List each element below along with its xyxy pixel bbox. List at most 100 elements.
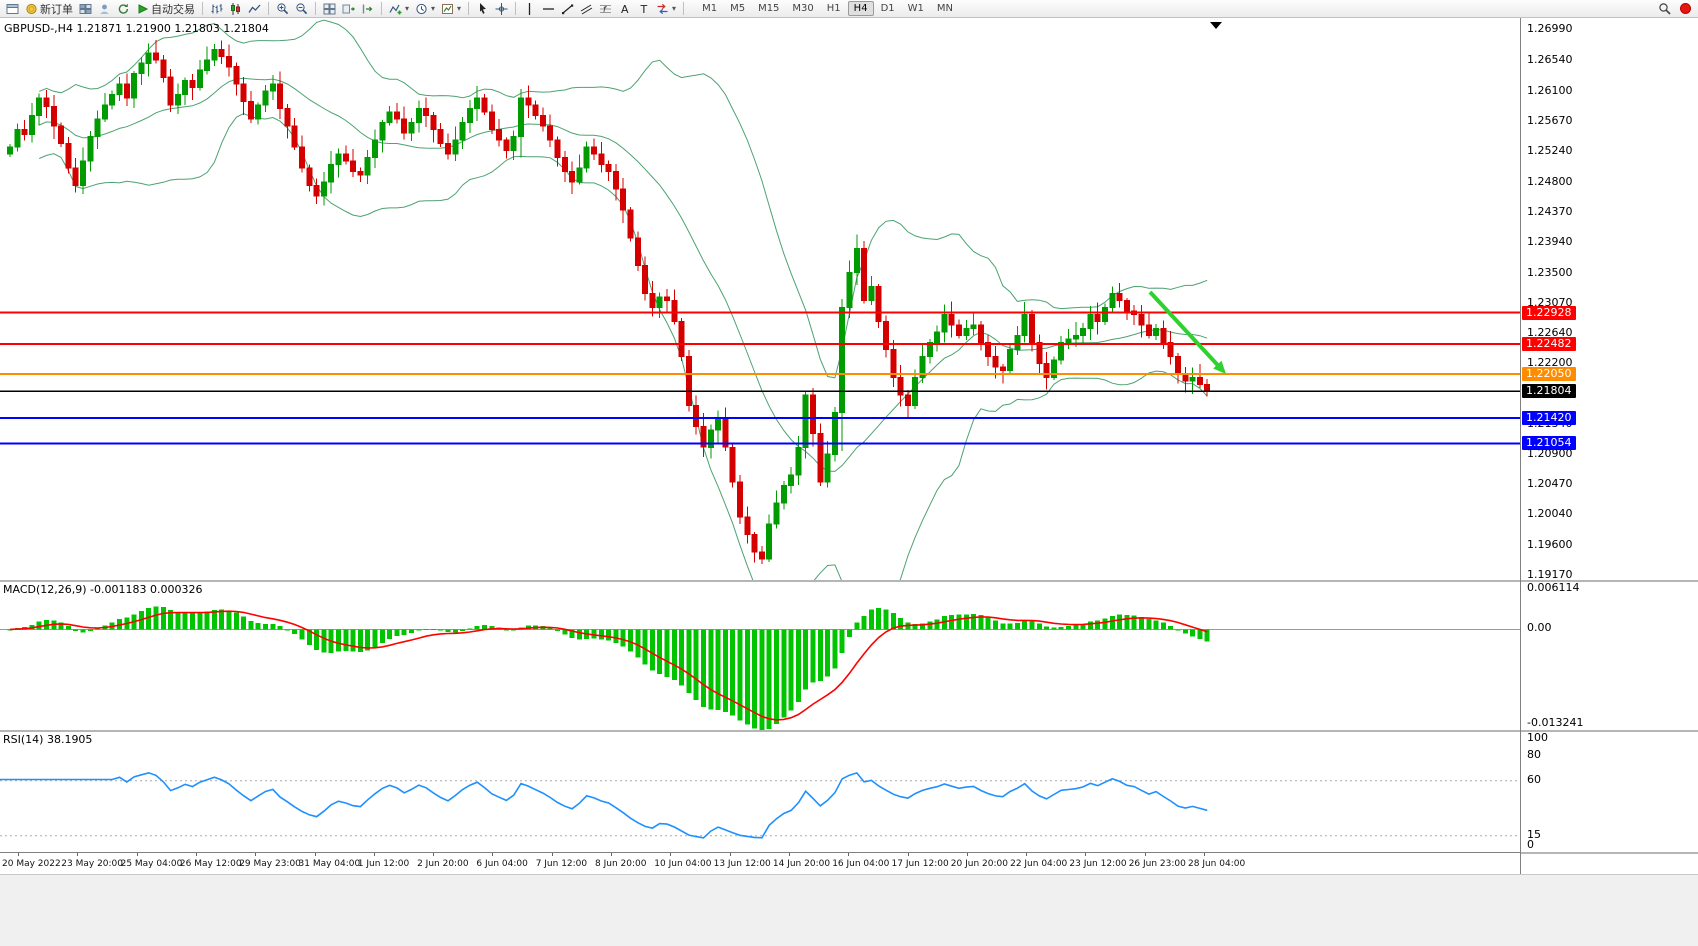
price-tick-label: 1.22640 (1527, 326, 1573, 339)
price-tick-label: 1.19600 (1527, 538, 1573, 551)
time-axis-label: 6 Jun 04:00 (476, 859, 528, 869)
trend-arrow-annotation[interactable] (1148, 290, 1226, 374)
price-scale: 1.26990 1.26540 1.26100 1.25670 1.25240 1.248… (1520, 18, 1698, 874)
text-icon[interactable]: A (615, 1, 634, 17)
time-axis-label: 22 Jun 04:00 (1010, 859, 1068, 869)
toolbar-separator (268, 2, 269, 15)
price-tick-label: 1.24370 (1527, 205, 1573, 218)
tile-windows-icon[interactable] (320, 1, 339, 17)
new-order-button[interactable]: 新订单 (22, 1, 76, 17)
vline-glyph (528, 2, 531, 15)
vertical-line-icon[interactable] (520, 1, 539, 17)
toolbar-separator (381, 2, 382, 15)
price-tick-label: 1.26990 (1527, 22, 1573, 35)
play-glyph (138, 3, 149, 14)
bottom-spacer (0, 874, 1698, 946)
timeframe-m1-button[interactable]: M1 (702, 3, 718, 14)
rsi-indicator-panel[interactable] (0, 730, 1520, 852)
timeframe-mn-button[interactable]: MN (936, 3, 953, 14)
periods-icon[interactable]: ▾ (412, 1, 438, 17)
bar-chart-mode-icon[interactable] (207, 1, 226, 17)
auto-scroll-icon[interactable] (339, 1, 358, 17)
symbol-timeframe-label: GBPUSD-,H4 (4, 22, 73, 35)
cursor-icon[interactable] (473, 1, 492, 17)
time-axis-tick (18, 853, 19, 856)
price-tick-label: 1.22200 (1527, 356, 1573, 369)
new-chart-icon[interactable] (3, 1, 22, 17)
candles-layer (7, 40, 1211, 564)
time-axis-tick (195, 853, 197, 856)
candlestick-mode-icon[interactable] (226, 1, 245, 17)
label-icon[interactable]: T (634, 1, 653, 17)
labelT-glyph: T (640, 3, 648, 16)
fibonacci-icon[interactable]: f (596, 1, 615, 17)
zoom-in-icon[interactable] (273, 1, 292, 17)
search-icon[interactable] (1655, 1, 1674, 17)
dropdown-arrow-icon[interactable]: ▾ (405, 4, 410, 13)
bollinger-bands (39, 19, 1208, 580)
equidistant-channel-icon[interactable] (577, 1, 596, 17)
indicators-icon[interactable]: ▾ (386, 1, 412, 17)
template-glyph (442, 3, 454, 14)
toolbar-separator (315, 2, 316, 15)
time-axis-tick (1026, 853, 1028, 856)
time-axis-tick (77, 853, 79, 856)
notification-badge[interactable] (1680, 3, 1691, 14)
current-price-tag: 1.21804 (1522, 384, 1576, 398)
window-glyph (6, 3, 19, 14)
autotrading-button[interactable]: 自动交易 (133, 1, 198, 17)
zoom-out-icon[interactable] (292, 1, 311, 17)
channel-glyph (580, 4, 593, 14)
crosshair-icon[interactable] (492, 1, 511, 17)
autoscroll-glyph (342, 4, 355, 13)
toolbar: 新订单 自动交易 ▾ ▾ ▾ f A T ▾ M1 M5 M15 M30 H1 H4 D1 W1 MN (0, 0, 1698, 18)
charts-grid-icon[interactable] (76, 1, 95, 17)
toolbar-separator (515, 2, 517, 15)
tile-glyph (323, 3, 336, 14)
horizontal-line-icon[interactable] (539, 1, 558, 17)
line-chart-mode-icon[interactable] (245, 1, 264, 17)
chart-shift-icon[interactable] (358, 1, 377, 17)
price-tick-label: 1.26100 (1527, 84, 1573, 97)
refresh-icon[interactable] (114, 1, 133, 17)
time-axis-label: 8 Jun 20:00 (595, 859, 647, 869)
cursor-glyph (480, 2, 487, 14)
timeframe-m5-button[interactable]: M5 (730, 3, 746, 14)
time-axis-label: 7 Jun 12:00 (535, 859, 588, 869)
price-tick-label: 1.20900 (1527, 447, 1573, 460)
price-tick-label: 1.24800 (1527, 175, 1573, 188)
templates-icon[interactable]: ▾ (438, 1, 464, 17)
time-axis-label: 26 Jun 23:00 (1128, 859, 1186, 869)
timeframe-m15-button[interactable]: M15 (758, 3, 780, 14)
profiles-icon[interactable] (95, 1, 114, 17)
timeframe-d1-button[interactable]: D1 (880, 3, 895, 14)
chart-shift-marker[interactable] (1210, 22, 1222, 29)
macd-indicator-panel[interactable] (0, 580, 1520, 730)
price-tick-label: 1.23940 (1527, 235, 1573, 248)
price-tick-label: 1.25670 (1527, 114, 1573, 127)
price-tag-1.21054: 1.21054 (1522, 436, 1576, 450)
textA-glyph: A (621, 3, 629, 16)
time-axis-tick (373, 853, 375, 856)
arrows-icon[interactable]: ▾ (653, 1, 679, 17)
trendline-icon[interactable] (558, 1, 577, 17)
dropdown-arrow-icon[interactable]: ▾ (431, 4, 436, 13)
dropdown-arrow-icon[interactable]: ▾ (457, 4, 462, 13)
time-axis-label: 23 May 20:00 (61, 859, 124, 869)
timeframe-m30-button[interactable]: M30 (792, 3, 814, 14)
clock-glyph (416, 3, 427, 14)
timeframe-h4-button[interactable]: H4 (847, 1, 874, 16)
time-axis-label: 25 May 04:00 (120, 859, 183, 869)
time-axis-tick (907, 853, 909, 856)
macd-histogram (7, 606, 1210, 730)
time-axis-tick (788, 853, 790, 856)
svg-text:f: f (603, 5, 607, 14)
toolbar-right (1655, 1, 1695, 17)
timeframe-h1-button[interactable]: H1 (826, 3, 841, 14)
dropdown-arrow-icon[interactable]: ▾ (672, 4, 677, 13)
shift-glyph (362, 4, 373, 13)
svg-text:T: T (640, 3, 648, 16)
main-price-chart[interactable] (0, 18, 1520, 580)
timeframe-w1-button[interactable]: W1 (907, 3, 924, 14)
